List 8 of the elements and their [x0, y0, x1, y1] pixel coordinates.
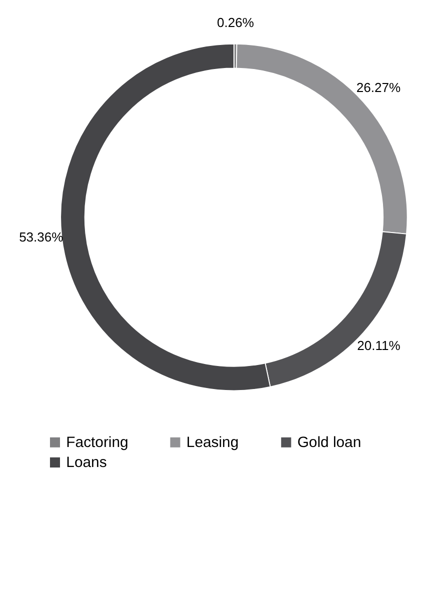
data-label: 26.27%: [356, 80, 402, 95]
legend-label: Leasing: [186, 435, 239, 452]
data-label: 20.11%: [357, 338, 401, 354]
legend-label: Loans: [66, 455, 107, 472]
data-label: 53.36%: [19, 229, 64, 244]
data-label: 0.26%: [217, 15, 254, 30]
legend-label: Gold loan: [297, 435, 362, 452]
legend-label: Factoring: [66, 435, 128, 452]
